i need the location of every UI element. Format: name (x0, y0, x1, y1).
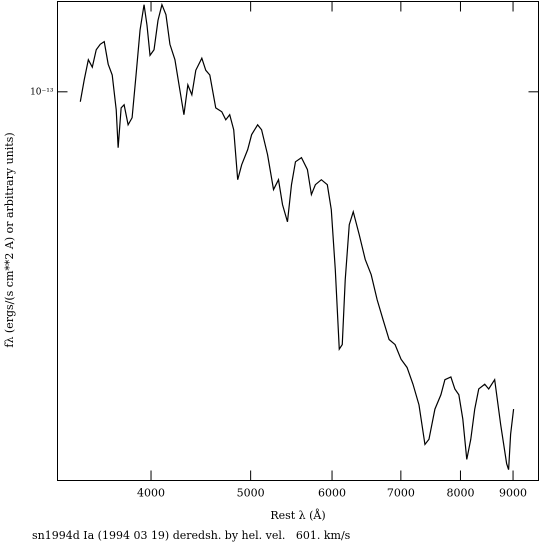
y-tick-label: 10⁻¹³ (30, 87, 54, 97)
x-tick-label: 6000 (318, 487, 346, 500)
y-axis-label: fλ (ergs/(s cm**2 A) or arbitrary units) (3, 132, 16, 347)
x-axis-label: Rest λ (Å) (270, 508, 325, 522)
annotation: sn1994d Ia (1994 03 19) deredsh. by hel.… (32, 529, 351, 542)
x-tick-label: 4000 (137, 487, 165, 500)
x-tick-label: 5000 (237, 487, 265, 500)
spectrum-line (79, 2, 515, 470)
plot-frame (57, 1, 539, 481)
x-tick-label: 7000 (387, 487, 415, 500)
x-tick-label: 8000 (446, 487, 474, 500)
x-tick-label: 9000 (499, 487, 527, 500)
